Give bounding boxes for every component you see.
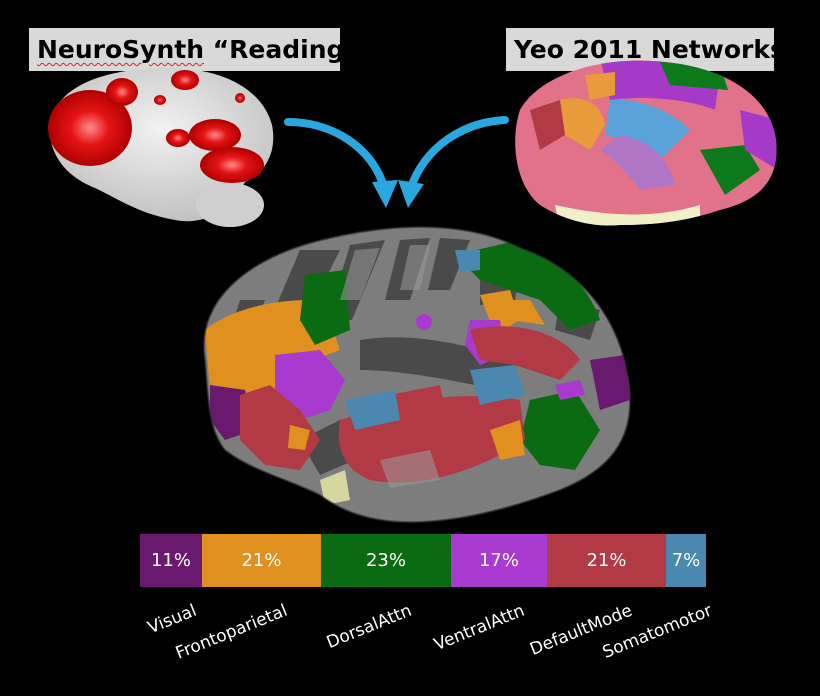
bar-segment-defaultmode: 21% [547, 534, 666, 587]
yeo-networks-brain [515, 60, 777, 226]
bar-value-label: 11% [150, 550, 191, 571]
bar-value-label: 23% [365, 550, 406, 571]
network-percentage-bar: 11% 21% 23% 17% 21% 7% [140, 534, 707, 587]
yeo-networks-label: Yeo 2011 Networks [506, 28, 785, 71]
bar-segment-visual: 11% [140, 534, 202, 587]
bar-segment-dorsalattn: 23% [321, 534, 451, 587]
bar-value-label: 21% [586, 550, 627, 571]
arrow-left [284, 118, 398, 208]
bar-segment-frontoparietal: 21% [202, 534, 321, 587]
neurosynth-brain [48, 67, 274, 227]
inflated-brain [203, 227, 631, 523]
bar-value-label: 17% [478, 550, 519, 571]
neurosynth-label-prefix: NeuroSynth [37, 35, 205, 64]
bar-segment-ventralattn: 17% [451, 534, 547, 587]
arrow-right [398, 116, 509, 208]
yeo-label-text: Yeo 2011 Networks [514, 35, 785, 64]
neurosynth-label-suffix: “Reading” [212, 35, 361, 64]
bar-value-label: 7% [671, 550, 701, 571]
neurosynth-reading-label: NeuroSynth “Reading” [29, 28, 361, 71]
bar-segment-somatomotor: 7% [666, 534, 706, 587]
bar-value-label: 21% [241, 550, 282, 571]
